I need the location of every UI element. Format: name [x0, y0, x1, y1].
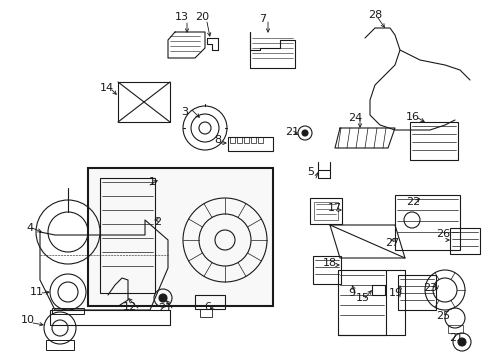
Text: 15: 15 [355, 293, 369, 303]
Text: 21: 21 [285, 127, 299, 137]
Text: 24: 24 [347, 113, 362, 123]
Text: 1: 1 [148, 177, 155, 187]
Text: 26: 26 [435, 229, 449, 239]
Bar [88, 168, 272, 306]
Text: 18: 18 [322, 258, 336, 268]
Text: 19: 19 [388, 288, 402, 298]
Text: 20: 20 [195, 12, 209, 22]
Bar [312, 256, 340, 284]
Text: 23: 23 [422, 283, 436, 293]
Text: 21: 21 [448, 333, 462, 343]
Text: 16: 16 [405, 112, 419, 122]
Bar [337, 270, 385, 335]
Circle shape [302, 130, 307, 136]
Text: 2: 2 [154, 217, 161, 227]
Bar [258, 137, 263, 143]
Bar [200, 309, 212, 317]
Bar [449, 228, 479, 254]
Bar [46, 340, 74, 350]
Text: 28: 28 [367, 10, 381, 20]
Bar [52, 308, 84, 314]
Text: 21: 21 [158, 303, 172, 313]
Text: 27: 27 [384, 238, 398, 248]
Bar [313, 202, 337, 220]
Bar [447, 325, 462, 333]
Text: 4: 4 [26, 223, 34, 233]
Text: 25: 25 [435, 311, 449, 321]
Bar [50, 310, 170, 325]
Text: 5: 5 [307, 167, 314, 177]
Text: 10: 10 [21, 315, 35, 325]
Text: 14: 14 [100, 83, 114, 93]
Text: 9: 9 [348, 288, 355, 298]
Bar [409, 122, 457, 160]
Bar [244, 137, 248, 143]
Bar [394, 195, 459, 250]
Text: 11: 11 [30, 287, 44, 297]
Text: 8: 8 [214, 135, 221, 145]
Bar [309, 198, 341, 224]
Bar [195, 295, 224, 309]
Text: 7: 7 [259, 14, 266, 24]
Bar [118, 82, 170, 122]
Bar [237, 137, 242, 143]
Bar [250, 137, 256, 143]
Bar [100, 178, 155, 293]
Bar [397, 275, 435, 310]
Text: 17: 17 [327, 203, 342, 213]
Text: 13: 13 [175, 12, 189, 22]
Circle shape [457, 338, 465, 346]
Text: 22: 22 [405, 197, 419, 207]
Text: 3: 3 [181, 107, 188, 117]
Bar [229, 137, 235, 143]
Text: 6: 6 [204, 302, 211, 312]
Text: 12: 12 [122, 302, 137, 312]
Bar [227, 137, 272, 151]
Circle shape [159, 294, 167, 302]
